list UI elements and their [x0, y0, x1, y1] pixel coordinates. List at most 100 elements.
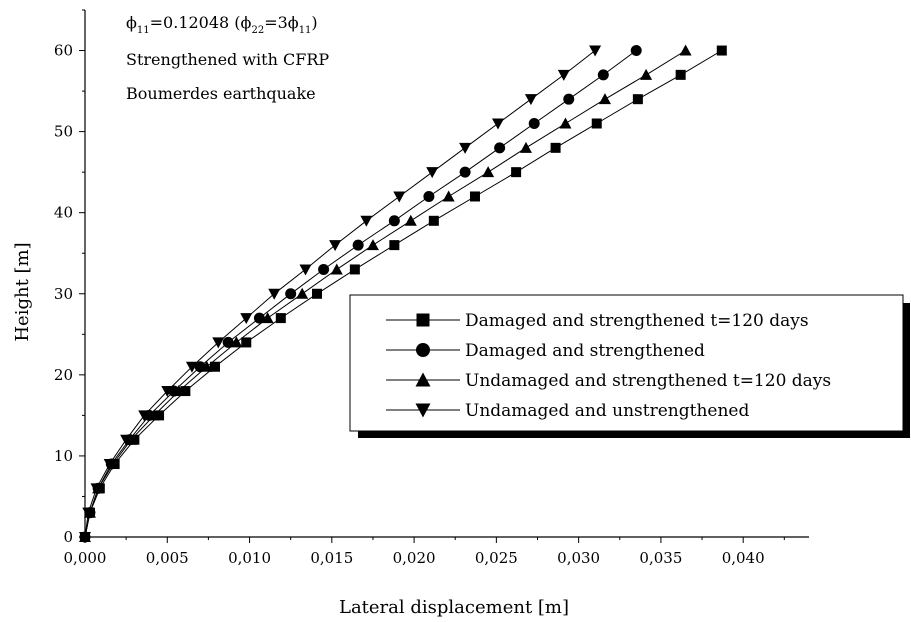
data-point	[591, 118, 602, 129]
data-point	[268, 288, 281, 300]
data-point	[209, 361, 220, 372]
data-point	[253, 312, 265, 324]
data-point	[299, 264, 312, 276]
series-line	[84, 50, 637, 538]
data-point	[90, 483, 103, 495]
data-point	[716, 45, 727, 56]
plot-frame	[84, 10, 809, 538]
data-point	[524, 94, 537, 106]
data-point	[459, 142, 472, 154]
data-point	[261, 312, 274, 324]
series-square	[80, 45, 727, 542]
data-point	[180, 386, 191, 397]
data-point	[138, 410, 151, 422]
x-tick-label: 0,020	[393, 549, 436, 567]
data-point	[679, 44, 692, 56]
data-point	[366, 239, 379, 251]
data-point	[494, 142, 506, 154]
data-point	[598, 93, 611, 105]
x-tick-label: 0,010	[228, 549, 271, 567]
data-point	[241, 337, 252, 348]
data-point	[230, 336, 243, 348]
y-tick-label: 10	[54, 447, 73, 465]
legend-shadow-bottom	[358, 431, 910, 438]
data-point	[630, 45, 642, 57]
data-point	[200, 360, 213, 372]
annotation-line-2: Strengthened with CFRP	[126, 50, 329, 69]
legend-item: Undamaged and unstrengthened	[386, 401, 749, 421]
y-tick-label: 60	[54, 42, 73, 60]
series-triangle-down	[79, 45, 602, 543]
y-axis-ticks: 0 10 20 30 40 50 60	[54, 9, 85, 546]
data-point	[389, 240, 400, 251]
y-tick-label: 40	[54, 204, 73, 222]
data-point	[442, 190, 455, 202]
data-point	[528, 118, 540, 130]
data-point	[329, 240, 342, 252]
legend-item: Undamaged and strengthened t=120 days	[386, 371, 831, 391]
data-point	[393, 191, 406, 203]
x-tick-label: 0,005	[146, 549, 189, 567]
data-point	[330, 263, 343, 275]
data-point	[559, 117, 572, 129]
legend-marker	[415, 372, 431, 387]
data-point	[240, 313, 253, 325]
data-point	[79, 532, 91, 543]
y-tick-label: 30	[54, 285, 73, 303]
data-point	[296, 287, 309, 299]
data-point	[557, 69, 570, 81]
series-line	[84, 50, 596, 538]
data-point	[154, 410, 165, 421]
data-point	[482, 166, 495, 178]
data-point	[172, 385, 185, 397]
legend-label: Damaged and strengthened	[465, 341, 705, 361]
data-point	[388, 215, 400, 227]
data-point	[511, 167, 522, 178]
data-point	[423, 190, 435, 202]
legend-label: Damaged and strengthened t=120 days	[465, 311, 809, 331]
data-point	[469, 191, 480, 202]
data-point	[428, 215, 439, 226]
data-point	[519, 141, 532, 153]
data-point	[161, 386, 174, 398]
annotation-phi-line: ϕ11=0.12048 (ϕ22=3ϕ11)	[126, 13, 318, 36]
data-point	[404, 214, 417, 226]
y-tick-label: 0	[63, 528, 73, 546]
legend-label: Undamaged and unstrengthened	[465, 401, 749, 421]
legend-label: Undamaged and strengthened t=120 days	[465, 371, 831, 391]
data-point	[589, 45, 602, 57]
data-point	[550, 142, 561, 153]
data-point	[148, 409, 161, 421]
x-tick-label: 0,000	[64, 549, 107, 567]
x-axis-ticks: 0,000 0,005 0,010 0,015 0,020 0,025 0,030 0,035…	[64, 537, 785, 567]
data-point	[360, 215, 373, 227]
data-point	[597, 69, 609, 81]
legend: Damaged and strengthened t=120 days Damag…	[349, 294, 910, 438]
legend-item: Damaged and strengthened	[386, 341, 705, 361]
data-point	[640, 68, 653, 80]
data-point	[120, 434, 133, 446]
series-layer	[79, 44, 727, 543]
series-line	[84, 50, 723, 538]
data-point	[318, 263, 330, 275]
data-point	[312, 288, 323, 299]
annotation: ϕ11=0.12048 (ϕ22=3ϕ11) Strengthened with…	[126, 13, 329, 103]
data-point	[459, 166, 471, 178]
legend-marker	[415, 403, 431, 418]
x-tick-label: 0,015	[310, 549, 353, 567]
legend-marker	[416, 313, 430, 327]
legend-marker	[416, 343, 430, 357]
data-point	[492, 118, 505, 130]
data-point	[675, 69, 686, 80]
legend-item: Damaged and strengthened t=120 days	[386, 311, 809, 331]
data-point	[212, 337, 225, 349]
x-axis-title: Lateral displacement [m]	[339, 597, 569, 618]
x-tick-label: 0,030	[557, 549, 600, 567]
x-tick-label: 0,040	[722, 549, 765, 567]
legend-shadow-right	[903, 303, 910, 438]
y-tick-label: 20	[54, 366, 73, 384]
data-point	[285, 288, 297, 300]
data-point	[275, 313, 286, 324]
data-point	[632, 94, 643, 105]
